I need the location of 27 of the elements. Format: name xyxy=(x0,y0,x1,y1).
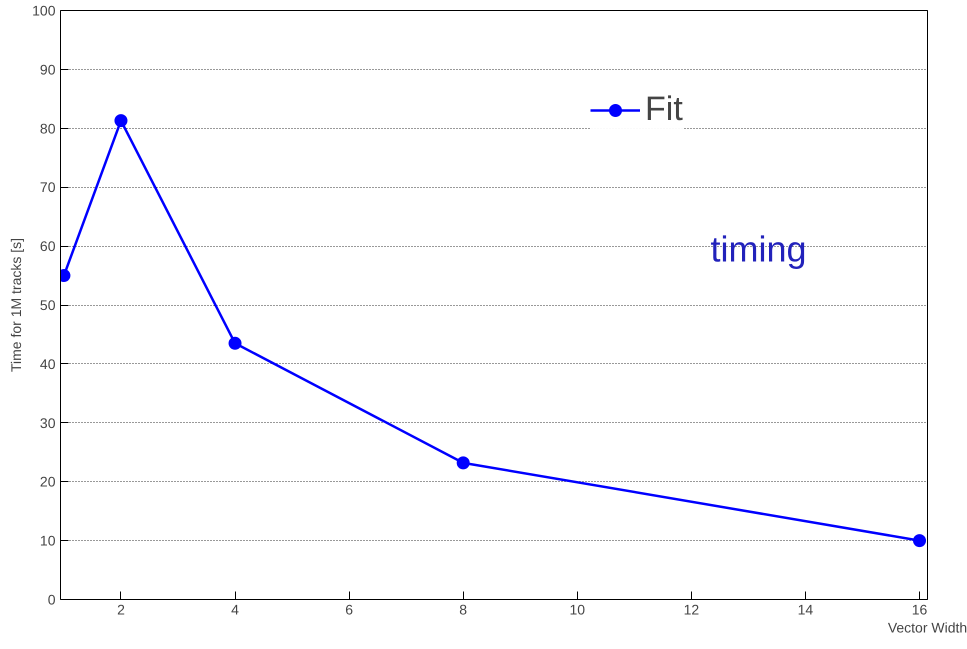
y-tick-label: 50 xyxy=(40,297,56,313)
y-tick-label: 20 xyxy=(40,474,56,490)
y-tick-label: 80 xyxy=(40,120,56,136)
y-tick-label: 60 xyxy=(40,238,56,254)
y-tick-label: 10 xyxy=(40,532,56,549)
y-tick-label: 0 xyxy=(48,592,56,608)
x-tick-label: 2 xyxy=(117,602,126,618)
x-tick-label: 6 xyxy=(345,602,354,618)
point xyxy=(228,336,242,350)
annotation: timing xyxy=(710,228,807,270)
point xyxy=(913,534,926,548)
point xyxy=(114,114,128,128)
x-tick-label: 4 xyxy=(231,602,240,618)
y-tick-label: 70 xyxy=(40,179,56,196)
x-tick-label: 14 xyxy=(798,602,814,618)
x-tick-label: 16 xyxy=(912,602,928,618)
x-axis-title: Vector Width xyxy=(888,620,967,636)
legend-label: Fit xyxy=(645,90,683,129)
point xyxy=(456,456,470,470)
y-tick-label: 30 xyxy=(40,414,56,431)
x-tick-label: 10 xyxy=(569,602,586,618)
y-tick-label: 40 xyxy=(40,356,56,372)
x-tick-label: 8 xyxy=(459,602,468,618)
x-tick-label: 12 xyxy=(684,602,700,618)
y-tick-label: 90 xyxy=(40,61,56,78)
y-tick-label: 100 xyxy=(32,2,56,18)
y-axis-title: Time for 1M tracks [s] xyxy=(8,238,24,372)
